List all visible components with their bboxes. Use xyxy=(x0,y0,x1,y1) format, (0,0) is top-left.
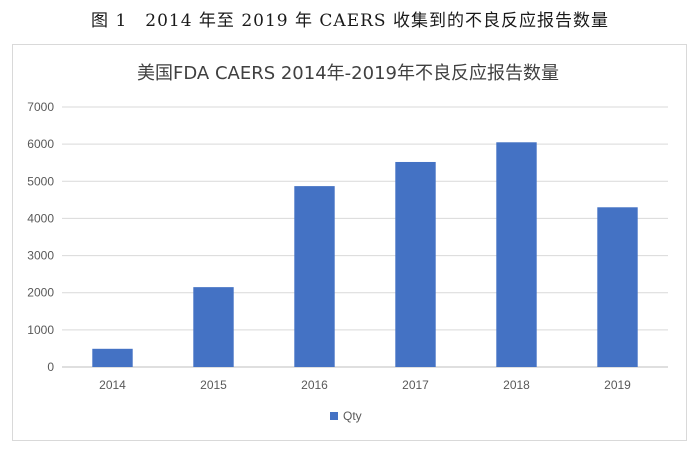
bar-2017 xyxy=(395,161,436,367)
y-tick-label: 0 xyxy=(47,360,54,374)
x-tick-label: 2014 xyxy=(99,378,126,392)
gridlines xyxy=(62,106,668,368)
bar-2014 xyxy=(92,348,133,367)
y-tick-label: 2000 xyxy=(27,286,54,300)
chart-frame xyxy=(12,44,687,441)
y-tick-label: 6000 xyxy=(27,137,54,151)
chart-title: 美国FDA CAERS 2014年-2019年不良反应报告数量 xyxy=(137,63,559,84)
bar-2015 xyxy=(193,287,234,367)
bar-2016 xyxy=(294,186,335,367)
x-tick-label: 2017 xyxy=(402,378,429,392)
legend-label: Qty xyxy=(343,409,362,423)
legend: Qty xyxy=(330,409,362,423)
x-axis-ticks: 2014 2015 2016 2017 2018 2019 xyxy=(99,378,631,392)
bar-2019 xyxy=(597,207,638,367)
figure-caption: 图 1 2014 年至 2019 年 CAERS 收集到的不良反应报告数量 xyxy=(91,11,609,31)
legend-swatch xyxy=(330,412,338,420)
y-tick-label: 1000 xyxy=(27,323,54,337)
bar-2018 xyxy=(496,142,537,367)
y-tick-label: 4000 xyxy=(27,211,54,225)
y-tick-label: 3000 xyxy=(27,249,54,263)
x-tick-label: 2019 xyxy=(604,378,631,392)
y-tick-label: 7000 xyxy=(27,100,54,114)
x-tick-label: 2016 xyxy=(301,378,328,392)
bar-series xyxy=(92,142,638,367)
y-axis-ticks: 0 1000 2000 3000 4000 5000 6000 7000 xyxy=(27,100,54,374)
x-tick-label: 2015 xyxy=(200,378,227,392)
x-tick-label: 2018 xyxy=(503,378,530,392)
y-tick-label: 5000 xyxy=(27,174,54,188)
